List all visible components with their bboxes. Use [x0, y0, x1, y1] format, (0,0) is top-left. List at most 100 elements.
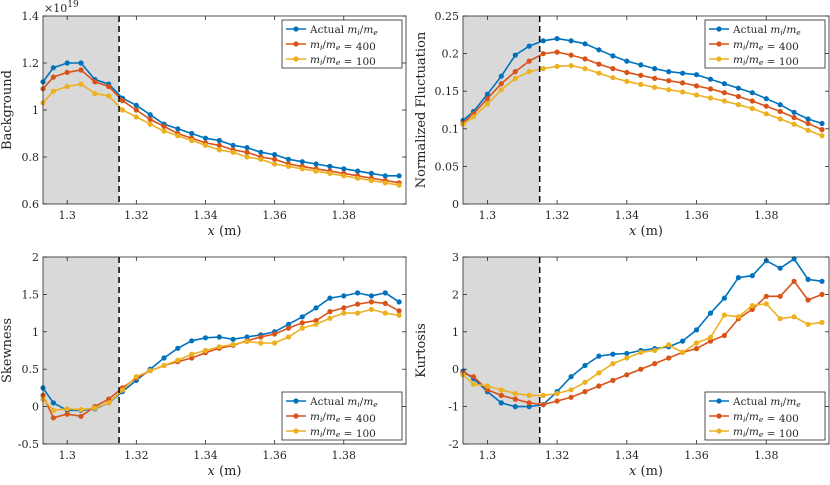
legend-math: / [745, 411, 749, 423]
legend-math-sub: e [336, 415, 341, 424]
data-point [258, 149, 264, 155]
data-point [777, 102, 783, 108]
data-point [666, 355, 672, 361]
x-tick-label: 1.32 [545, 449, 570, 462]
axes-box [462, 15, 830, 205]
data-point [161, 362, 167, 369]
data-point [147, 116, 153, 122]
data-point [64, 406, 70, 412]
data-point [216, 147, 222, 153]
chart-kurtosis: 1.3 1.32 1.34 1.36 1.38 -2 -1 0 1 2 3 x (m) Kurtosis… [414, 251, 830, 479]
data-point [624, 78, 630, 84]
chart-skewness: 1.3 1.32 1.34 1.36 1.38 -0.5 0 0.5 1 1.5 2 x (m) Ske… [0, 251, 407, 479]
y-tick-label: 3 [452, 251, 459, 264]
series-2 [460, 301, 825, 398]
legend-swatch-marker [716, 26, 722, 32]
legend-swatch-marker [716, 41, 722, 47]
legend-math: m [326, 54, 336, 66]
legend-math-sub: e [759, 430, 764, 439]
data-point [638, 349, 644, 355]
y-exponent-base: ×10 [44, 2, 67, 15]
x-tick-label: 1.32 [545, 209, 570, 222]
data-point [791, 121, 797, 127]
data-point [763, 96, 769, 102]
data-point [763, 301, 769, 307]
data-point [313, 318, 319, 324]
legend-label: mi/me = 100 [733, 426, 799, 440]
x-tick-label: 1.32 [124, 209, 149, 222]
legend-swatch-marker [293, 56, 299, 62]
legend-value: = 100 [340, 56, 376, 68]
data-point [540, 66, 546, 72]
data-point [285, 334, 292, 340]
data-point [175, 126, 181, 132]
data-point [119, 107, 126, 113]
data-point [707, 76, 714, 82]
y-axis-label: Background [0, 70, 15, 150]
data-point [78, 413, 84, 419]
legend-text: Actual [309, 396, 347, 408]
x-axis-label-var: x [208, 464, 216, 479]
y-tick-label: 1.4 [22, 10, 40, 23]
data-point [368, 299, 374, 305]
data-point [735, 93, 742, 100]
data-point [666, 342, 672, 348]
data-point [805, 116, 811, 122]
data-point [707, 334, 714, 340]
legend-label: mi/me = 100 [310, 426, 376, 440]
data-point [638, 62, 644, 68]
data-point [202, 135, 209, 141]
series-2 [40, 306, 402, 413]
data-point [244, 154, 250, 160]
data-point [498, 87, 504, 93]
y-tick-label: 2 [452, 288, 459, 301]
legend-math: / [322, 39, 326, 51]
data-point [230, 336, 236, 342]
x-axis-label: x (m) [208, 224, 242, 239]
data-point [285, 325, 292, 331]
data-point [230, 142, 236, 148]
data-point [693, 72, 700, 78]
y-tick-label: 0.5 [22, 363, 40, 376]
x-axis-label-unit: (m) [215, 464, 242, 479]
legend-text: Actual [732, 396, 770, 408]
x-tick-label: 1.32 [124, 449, 149, 462]
data-point [666, 78, 672, 84]
x-axis-label: x (m) [629, 224, 663, 239]
data-point [540, 51, 546, 57]
data-point [396, 299, 402, 305]
chart-normalized-fluctuation: 1.3 1.32 1.34 1.36 1.38 0 0.05 0.1 0.15 0.2 0.25 x … [414, 10, 830, 239]
data-point [133, 114, 139, 120]
x-tick-label: 1.3 [479, 449, 497, 462]
data-point [805, 297, 811, 303]
legend-math: / [322, 411, 326, 423]
data-point [396, 312, 402, 318]
data-point [484, 101, 490, 107]
legend-label: mi/me = 400 [733, 39, 799, 53]
legend-text: Actual [309, 24, 347, 36]
legend-math: m [347, 396, 357, 408]
legend-math-sub: e [336, 43, 341, 52]
data-point [554, 398, 560, 404]
data-point [554, 36, 560, 42]
data-point [791, 314, 797, 320]
data-point [147, 112, 153, 118]
data-point [64, 60, 70, 66]
data-point [693, 92, 700, 98]
data-point [512, 396, 518, 402]
data-point [106, 396, 112, 402]
legend-math-sub: i [743, 415, 746, 424]
data-point [735, 275, 742, 281]
legend-value: = 400 [340, 413, 376, 425]
y-axis-label: Normalized Fluctuation [414, 31, 429, 188]
data-point [596, 370, 602, 376]
series-2 [460, 63, 825, 139]
data-point [341, 293, 347, 299]
data-point [106, 83, 112, 90]
y-tick-label: 0.8 [22, 151, 40, 164]
x-tick-label: 1.3 [479, 209, 497, 222]
data-point [202, 335, 209, 341]
data-point [819, 127, 825, 133]
